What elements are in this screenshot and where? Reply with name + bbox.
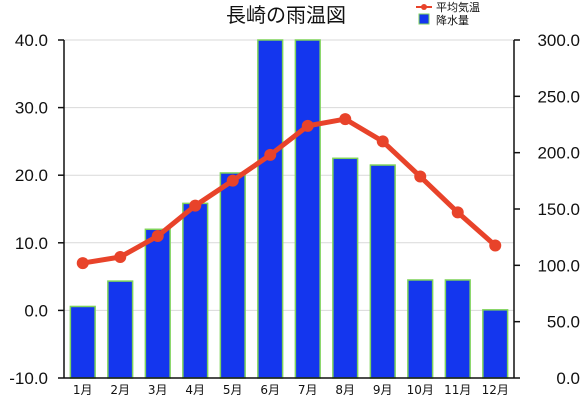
precipitation-bar [69, 305, 96, 379]
temperature-point [76, 257, 89, 270]
right-tick-label: 50.0 [547, 313, 580, 332]
category-label: 1月 [73, 383, 93, 397]
right-tick-label: 200.0 [537, 144, 580, 163]
right-tick-label: 0.0 [556, 369, 580, 388]
precipitation-bars [69, 39, 509, 379]
precipitation-bar [294, 39, 321, 379]
temperature-point [264, 148, 277, 161]
temperature-point [339, 113, 352, 126]
axes [58, 39, 520, 379]
temperature-point [151, 230, 164, 243]
category-label: 4月 [185, 383, 205, 397]
precipitation-bar [332, 157, 359, 379]
category-label: 11月 [444, 383, 471, 397]
right-tick-label: 100.0 [537, 256, 580, 275]
legend-line-marker [421, 4, 427, 10]
temperature-polyline [80, 116, 498, 266]
legend-precipitation-label: 降水量 [436, 13, 469, 27]
category-label: 5月 [223, 383, 243, 397]
chart-title: 長崎の雨温図 [226, 3, 346, 27]
category-label: 8月 [335, 383, 355, 397]
category-label: 9月 [373, 383, 393, 397]
temperature-point [189, 199, 202, 212]
tick-labels: -10.0 0.0 10.0 20.0 30.0 40.0 0.0 50.0 100.0 150.… [9, 31, 580, 388]
category-label: 3月 [148, 383, 168, 397]
category-labels: 1月 2月 3月 4月 5月 6月 7月 8月 9月 10月 11月 12月 [73, 383, 509, 397]
right-tick-label: 300.0 [537, 31, 580, 50]
precipitation-bar [407, 279, 434, 379]
precipitation-bar [144, 228, 171, 379]
left-tick-label: 20.0 [15, 166, 48, 185]
precipitation-bar [257, 39, 284, 379]
category-label: 7月 [298, 383, 318, 397]
precipitation-bar [182, 202, 209, 379]
temperature-point [301, 119, 314, 132]
temperature-point [114, 250, 127, 263]
temperature-point [489, 239, 502, 252]
legend: 平均気温 降水量 [416, 0, 480, 27]
left-tick-label: 40.0 [15, 31, 48, 50]
right-tick-label: 150.0 [537, 200, 580, 219]
precipitation-bar [219, 172, 246, 379]
category-label: 12月 [482, 383, 509, 397]
left-tick-label: 0.0 [24, 301, 48, 320]
temperature-point [226, 174, 239, 187]
temperature-line [76, 113, 502, 270]
left-tick-label: -10.0 [9, 369, 48, 388]
precipitation-bar [107, 280, 134, 379]
legend-temperature-label: 平均気温 [436, 0, 480, 14]
category-label: 2月 [110, 383, 130, 397]
precipitation-bar [369, 164, 396, 379]
category-label: 10月 [407, 383, 434, 397]
legend-bar-swatch [418, 13, 430, 25]
left-tick-label: 30.0 [15, 99, 48, 118]
right-tick-label: 250.0 [537, 87, 580, 106]
temperature-point [376, 135, 389, 148]
temperature-point [414, 170, 427, 183]
precipitation-bar [444, 279, 471, 379]
category-label: 6月 [260, 383, 280, 397]
left-tick-label: 10.0 [15, 234, 48, 253]
temperature-point [451, 206, 464, 219]
precipitation-bar [482, 309, 509, 379]
